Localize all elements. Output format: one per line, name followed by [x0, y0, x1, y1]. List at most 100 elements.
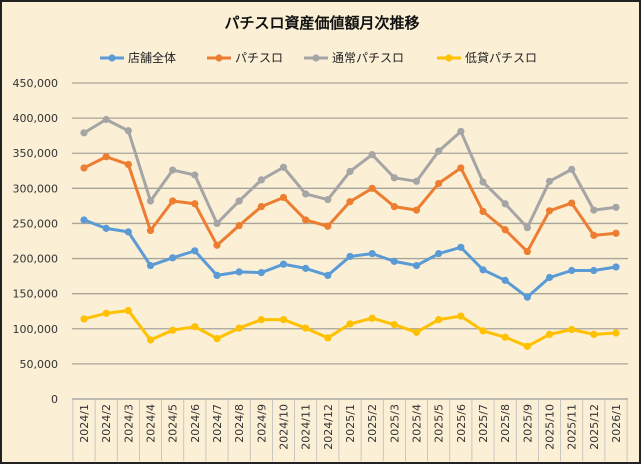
- data-point: [235, 221, 243, 230]
- series-2: [80, 115, 620, 232]
- data-point: [479, 327, 487, 335]
- data-point: [257, 202, 265, 211]
- x-tick-label: 2024/12: [322, 404, 335, 450]
- data-point: [390, 257, 398, 265]
- data-point: [545, 177, 554, 185]
- data-point: [390, 174, 398, 182]
- y-tick-label: 300,000: [13, 182, 59, 195]
- x-tick-label: 2025/6: [455, 404, 468, 443]
- data-point: [213, 271, 221, 280]
- y-axis: 0 50,000 100,000 150,000 200,000 250,000 300,0…: [13, 77, 59, 406]
- data-point: [479, 207, 487, 216]
- legend-label: パチスロ: [235, 51, 283, 65]
- data-point: [457, 312, 465, 320]
- data-point: [124, 127, 132, 135]
- x-tick-label: 2025/9: [521, 404, 534, 443]
- data-point: [390, 202, 398, 211]
- data-point: [124, 160, 132, 169]
- series-0: [80, 216, 620, 301]
- x-tick-label: 2024/10: [278, 404, 291, 450]
- data-point: [279, 260, 288, 268]
- chart-title: パチスロ資産価値額月次推移: [224, 14, 419, 32]
- legend-swatch-marker: [312, 54, 320, 62]
- x-tick-label: 2024/1: [78, 404, 91, 443]
- data-point: [412, 177, 421, 185]
- data-point: [501, 276, 509, 284]
- data-point: [213, 335, 221, 343]
- data-point: [191, 323, 199, 331]
- data-point: [146, 226, 155, 235]
- y-tick-label: 100,000: [13, 323, 59, 336]
- data-point: [590, 231, 598, 239]
- x-tick-label: 2025/3: [388, 404, 401, 443]
- data-point: [235, 197, 243, 205]
- data-point: [346, 320, 354, 328]
- x-tick-label: 2024/2: [100, 404, 113, 443]
- x-tick-label: 2025/8: [499, 404, 512, 443]
- data-point: [102, 153, 110, 161]
- x-tick-label: 2024/4: [145, 404, 158, 443]
- series-1: [80, 153, 620, 256]
- data-point: [279, 163, 288, 171]
- x-tick-label: 2025/12: [588, 404, 601, 450]
- x-tick-label: 2025/5: [433, 404, 446, 443]
- data-point: [169, 254, 177, 262]
- legend-label: 店舗全体: [128, 50, 176, 65]
- y-tick-label: 50,000: [20, 358, 59, 371]
- legend-item: 通常パチスロ: [304, 51, 404, 65]
- data-point: [235, 324, 243, 332]
- data-point: [257, 269, 265, 277]
- data-point: [435, 316, 443, 324]
- data-point: [124, 228, 132, 236]
- data-point: [124, 306, 132, 315]
- legend-swatch-marker: [108, 54, 116, 62]
- data-point: [568, 199, 576, 207]
- legend-item: 店舗全体: [100, 50, 176, 65]
- data-point: [368, 151, 376, 159]
- x-tick-label: 2024/3: [122, 404, 135, 443]
- data-point: [191, 247, 199, 255]
- legend-swatch-marker: [445, 54, 453, 62]
- data-point: [257, 176, 265, 184]
- x-tick-label: 2025/4: [411, 404, 424, 443]
- data-point: [523, 342, 531, 350]
- data-point: [412, 206, 421, 214]
- data-point: [324, 334, 332, 342]
- data-point: [590, 206, 598, 214]
- data-point: [501, 333, 509, 341]
- x-tick-label: 2025/2: [366, 404, 379, 443]
- data-point: [612, 229, 620, 237]
- data-point: [457, 127, 465, 136]
- legend: 店舗全体 パチスロ 通常パチスロ 低貸パチスロ: [100, 50, 537, 65]
- legend-label: 通常パチスロ: [332, 51, 404, 65]
- x-tick-label: 2025/1: [344, 404, 357, 443]
- data-point: [612, 263, 620, 271]
- data-point: [435, 147, 443, 155]
- x-tick-label: 2024/7: [211, 404, 224, 443]
- data-point: [213, 241, 221, 249]
- data-point: [457, 164, 465, 172]
- data-point: [412, 328, 421, 336]
- series-3: [80, 306, 620, 350]
- data-point: [302, 216, 310, 224]
- data-point: [191, 171, 199, 179]
- x-tick-label: 2024/5: [167, 404, 180, 443]
- data-point: [590, 330, 598, 338]
- data-point: [545, 273, 554, 282]
- series-group: [80, 115, 620, 350]
- data-point: [568, 325, 576, 334]
- data-point: [213, 219, 221, 228]
- x-tick-label: 2024/6: [189, 404, 202, 443]
- y-tick-label: 0: [51, 393, 58, 406]
- y-tick-label: 350,000: [13, 147, 59, 160]
- data-point: [590, 266, 598, 275]
- data-point: [501, 226, 509, 234]
- x-tick-label: 2025/7: [477, 404, 490, 443]
- x-tick-label: 2025/11: [566, 404, 579, 450]
- data-point: [146, 336, 155, 344]
- x-axis: 2024/1 2024/2 2024/3 2024/4 2024/5 2024/6 2024…: [72, 399, 628, 461]
- data-point: [102, 309, 110, 317]
- data-point: [235, 268, 243, 276]
- y-tick-label: 400,000: [13, 112, 59, 125]
